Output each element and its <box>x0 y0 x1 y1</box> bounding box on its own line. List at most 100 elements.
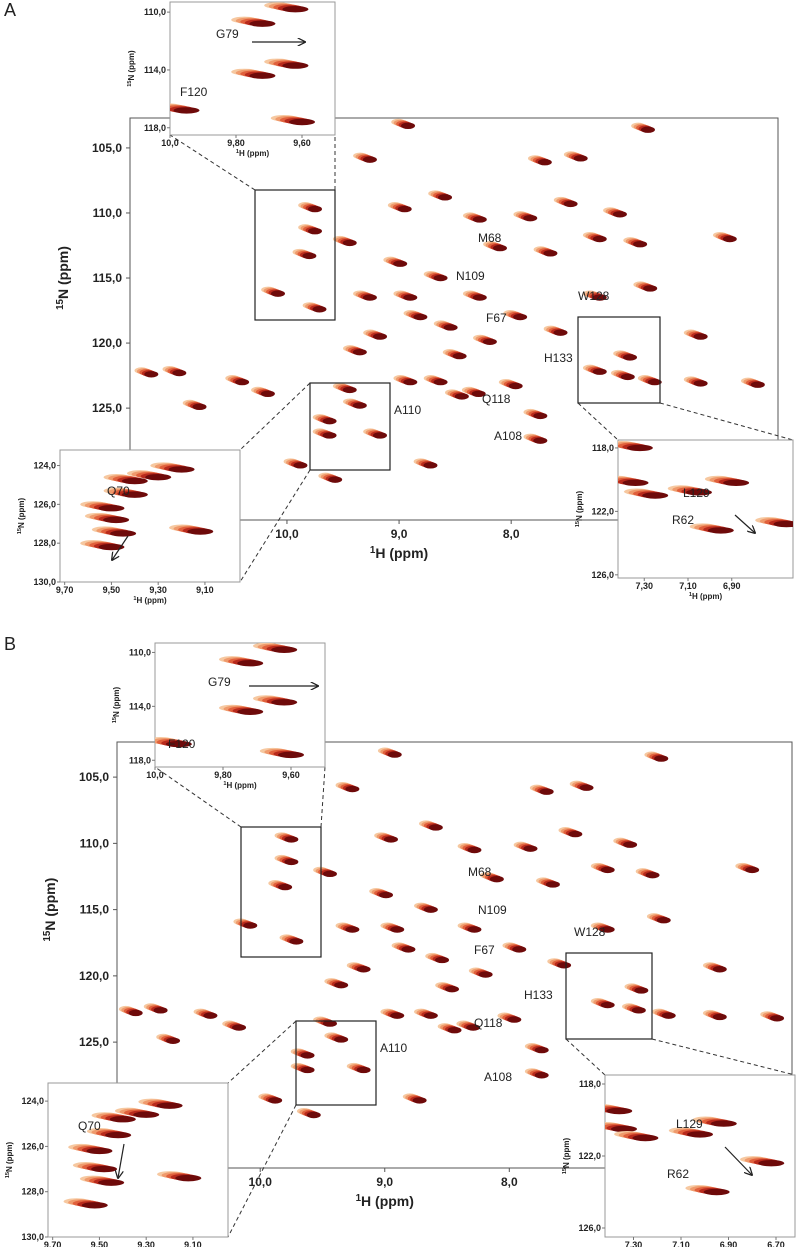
peak-contour <box>643 285 658 292</box>
peak <box>704 475 750 487</box>
inset-frame <box>169 1 336 136</box>
axis-label: 15N (ppm) <box>112 686 121 723</box>
peak <box>353 152 377 163</box>
peak <box>118 1005 143 1017</box>
x-tick-label: 10,0 <box>275 527 299 541</box>
inset-frame <box>47 1082 229 1238</box>
x-tick-label: 9,80 <box>227 138 245 148</box>
residue-label: F67 <box>486 311 507 325</box>
peak-contour <box>693 333 708 340</box>
y-tick-label: 125,0 <box>92 401 122 415</box>
y-tick-label: 128,0 <box>21 1187 44 1197</box>
zoom-connector <box>659 402 794 441</box>
peak-contour <box>237 708 264 715</box>
inset-peaks <box>605 1104 785 1196</box>
axis-label-sup: 15 <box>112 717 118 723</box>
peak <box>635 868 660 879</box>
residue-label: R62 <box>667 1167 689 1181</box>
peak <box>383 256 408 267</box>
peak <box>497 1012 522 1023</box>
peak-contour <box>513 313 528 321</box>
plot-frame <box>116 741 793 1169</box>
peak-contour <box>401 946 416 953</box>
peak <box>622 1003 646 1014</box>
peak <box>543 325 568 336</box>
x-tick-label: 7,10 <box>672 1240 690 1247</box>
peak <box>134 367 159 378</box>
peak <box>683 376 708 387</box>
x-tick-label: 9,50 <box>103 585 121 595</box>
peak <box>222 1020 247 1031</box>
peak-contour <box>345 785 360 793</box>
peak <box>363 428 388 439</box>
y-tick-label: 110,0 <box>129 647 151 657</box>
peak <box>402 1093 427 1104</box>
peak <box>324 978 349 989</box>
y-tick-label: 120,0 <box>79 969 109 983</box>
peak-contour <box>472 216 487 223</box>
y-tick-label: 130,0 <box>21 1232 44 1242</box>
peak-contour <box>745 866 760 874</box>
peak-contour <box>634 987 649 994</box>
axis-label: 15N (ppm) <box>575 490 584 527</box>
peak-contour <box>334 1036 349 1043</box>
peak-contour <box>623 354 638 361</box>
axis-label: 1H (ppm) <box>370 545 428 562</box>
axis-label-text: N (ppm) <box>55 246 71 299</box>
peak-contour <box>144 371 159 378</box>
peak <box>524 1043 549 1054</box>
peak-contour <box>471 390 486 398</box>
peak-contour <box>282 6 309 13</box>
residue-label: Q118 <box>482 392 511 406</box>
zoom-connector <box>227 1104 297 1238</box>
peak-contour <box>707 527 734 534</box>
peak-contour <box>712 966 727 973</box>
peak <box>413 458 438 469</box>
x-tick-label: 10,0 <box>161 138 179 148</box>
y-tick-label: 126,0 <box>591 570 614 580</box>
x-tick-label: 9,0 <box>391 527 408 541</box>
peak <box>419 820 443 831</box>
axis-label: 15N (ppm) <box>42 878 59 942</box>
peak <box>428 190 453 201</box>
peak-contour <box>534 1046 549 1054</box>
peak <box>582 364 607 375</box>
peak <box>387 202 412 213</box>
peak <box>685 1184 730 1196</box>
peak-contour <box>145 473 172 481</box>
peak-contour <box>579 784 594 791</box>
peak-contour <box>334 981 349 989</box>
peak-contour <box>128 1009 143 1017</box>
x-tick-label: 9,0 <box>376 1175 393 1189</box>
peak <box>182 399 207 411</box>
peak-contour <box>428 824 443 831</box>
residue-label: L129 <box>683 486 710 500</box>
peak-contour <box>356 966 371 973</box>
peak-contour <box>278 751 304 759</box>
residue-label: H133 <box>544 351 573 365</box>
peak-contour <box>758 1160 785 1167</box>
residue-label: H133 <box>524 988 553 1002</box>
peak <box>332 382 357 394</box>
peak-contour <box>289 118 315 126</box>
peak <box>193 1008 218 1019</box>
axis-label-text: H (ppm) <box>239 149 270 158</box>
peak-contour <box>478 971 493 978</box>
peak <box>590 922 615 933</box>
y-tick-label: 122,0 <box>578 1151 601 1161</box>
peak-contour <box>507 1016 522 1023</box>
peak <box>533 246 558 257</box>
axis-label: 15N (ppm) <box>5 1141 14 1178</box>
peak <box>346 1062 371 1074</box>
peak-contour <box>401 122 416 130</box>
peak-contour <box>307 227 322 235</box>
peak-contour <box>626 444 653 452</box>
zoom-box <box>577 316 661 404</box>
axis-label-sup: 15 <box>575 521 581 527</box>
peak-contour <box>362 294 377 301</box>
peak-contour <box>443 324 458 331</box>
x-tick-label: 9,60 <box>282 770 300 780</box>
axis-label-text: N (ppm) <box>127 50 136 81</box>
peak <box>292 248 317 260</box>
peak <box>253 643 298 653</box>
